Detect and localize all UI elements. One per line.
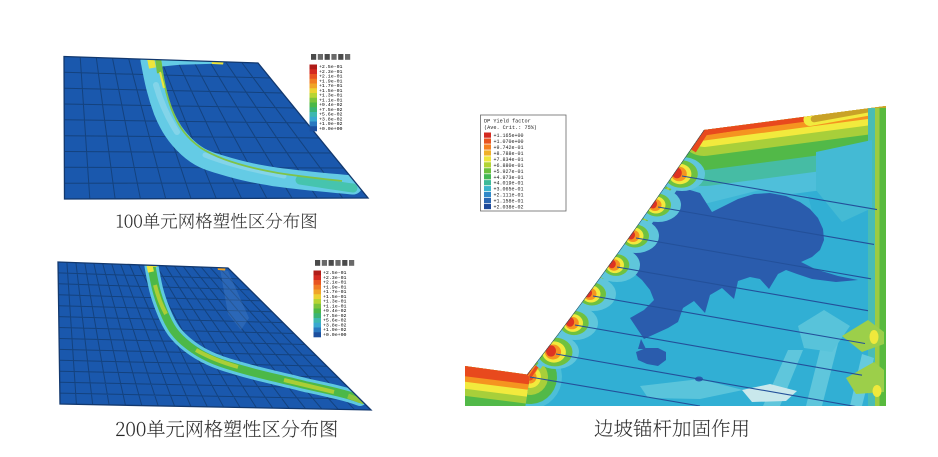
- svg-text:+3.8e-02: +3.8e-02: [323, 322, 347, 328]
- svg-text:+0.0e+00: +0.0e+00: [319, 126, 343, 132]
- svg-text:+2.5e-01: +2.5e-01: [323, 270, 347, 276]
- svg-text:+1.070e+00: +1.070e+00: [494, 139, 524, 145]
- svg-text:+7.5e-02: +7.5e-02: [323, 313, 347, 319]
- svg-text:+5.6e-02: +5.6e-02: [323, 318, 347, 324]
- svg-text:+9.742e-01: +9.742e-01: [494, 145, 524, 151]
- svg-text:+4.019e-01: +4.019e-01: [494, 181, 524, 187]
- svg-text:+3.065e-01: +3.065e-01: [494, 187, 524, 193]
- svg-text:+1.7e-01: +1.7e-01: [323, 289, 347, 295]
- svg-text:+9.4e-02: +9.4e-02: [319, 102, 343, 108]
- svg-text:+1.7e-01: +1.7e-01: [319, 83, 343, 89]
- svg-text:+4.973e-01: +4.973e-01: [494, 175, 524, 181]
- svg-text:+1.9e-01: +1.9e-01: [323, 284, 347, 290]
- svg-text:+5.927e-01: +5.927e-01: [494, 169, 524, 175]
- svg-text:+7.834e-01: +7.834e-01: [494, 157, 524, 163]
- svg-text:+2.5e-01: +2.5e-01: [319, 64, 343, 70]
- svg-text:+1.3e-01: +1.3e-01: [319, 93, 343, 99]
- svg-text:(Ave. Crit.: 75%): (Ave. Crit.: 75%): [484, 125, 537, 131]
- svg-text:+0.0e+00: +0.0e+00: [323, 332, 347, 338]
- svg-text:+2.3e-01: +2.3e-01: [319, 69, 343, 75]
- svg-text:+2.3e-01: +2.3e-01: [323, 275, 347, 281]
- svg-text:+3.8e-02: +3.8e-02: [319, 116, 343, 122]
- svg-text:+2.1e-01: +2.1e-01: [323, 280, 347, 286]
- svg-text:+5.6e-02: +5.6e-02: [319, 112, 343, 118]
- svg-text:+8.788e-01: +8.788e-01: [494, 151, 524, 157]
- svg-text:+2.038e-02: +2.038e-02: [494, 205, 524, 211]
- svg-text:+1.5e-01: +1.5e-01: [319, 88, 343, 94]
- svg-text:DP Yield factor: DP Yield factor: [484, 119, 531, 125]
- svg-text:+1.1e-01: +1.1e-01: [323, 303, 347, 309]
- svg-text:+1.9e-02: +1.9e-02: [323, 327, 347, 333]
- svg-text:+1.3e-01: +1.3e-01: [323, 299, 347, 305]
- svg-text:+1.165e+00: +1.165e+00: [494, 133, 524, 139]
- svg-text:+7.5e-02: +7.5e-02: [319, 107, 343, 113]
- svg-text:+1.9e-02: +1.9e-02: [319, 121, 343, 127]
- svg-text:+1.1e-01: +1.1e-01: [319, 97, 343, 103]
- svg-text:+9.4e-02: +9.4e-02: [323, 308, 347, 314]
- svg-text:+2.111e-01: +2.111e-01: [494, 193, 524, 199]
- svg-text:+1.5e-01: +1.5e-01: [323, 294, 347, 300]
- svg-text:+6.880e-01: +6.880e-01: [494, 163, 524, 169]
- svg-text:+2.1e-01: +2.1e-01: [319, 74, 343, 80]
- svg-text:+1.158e-01: +1.158e-01: [494, 199, 524, 205]
- svg-text:+1.9e-01: +1.9e-01: [319, 78, 343, 84]
